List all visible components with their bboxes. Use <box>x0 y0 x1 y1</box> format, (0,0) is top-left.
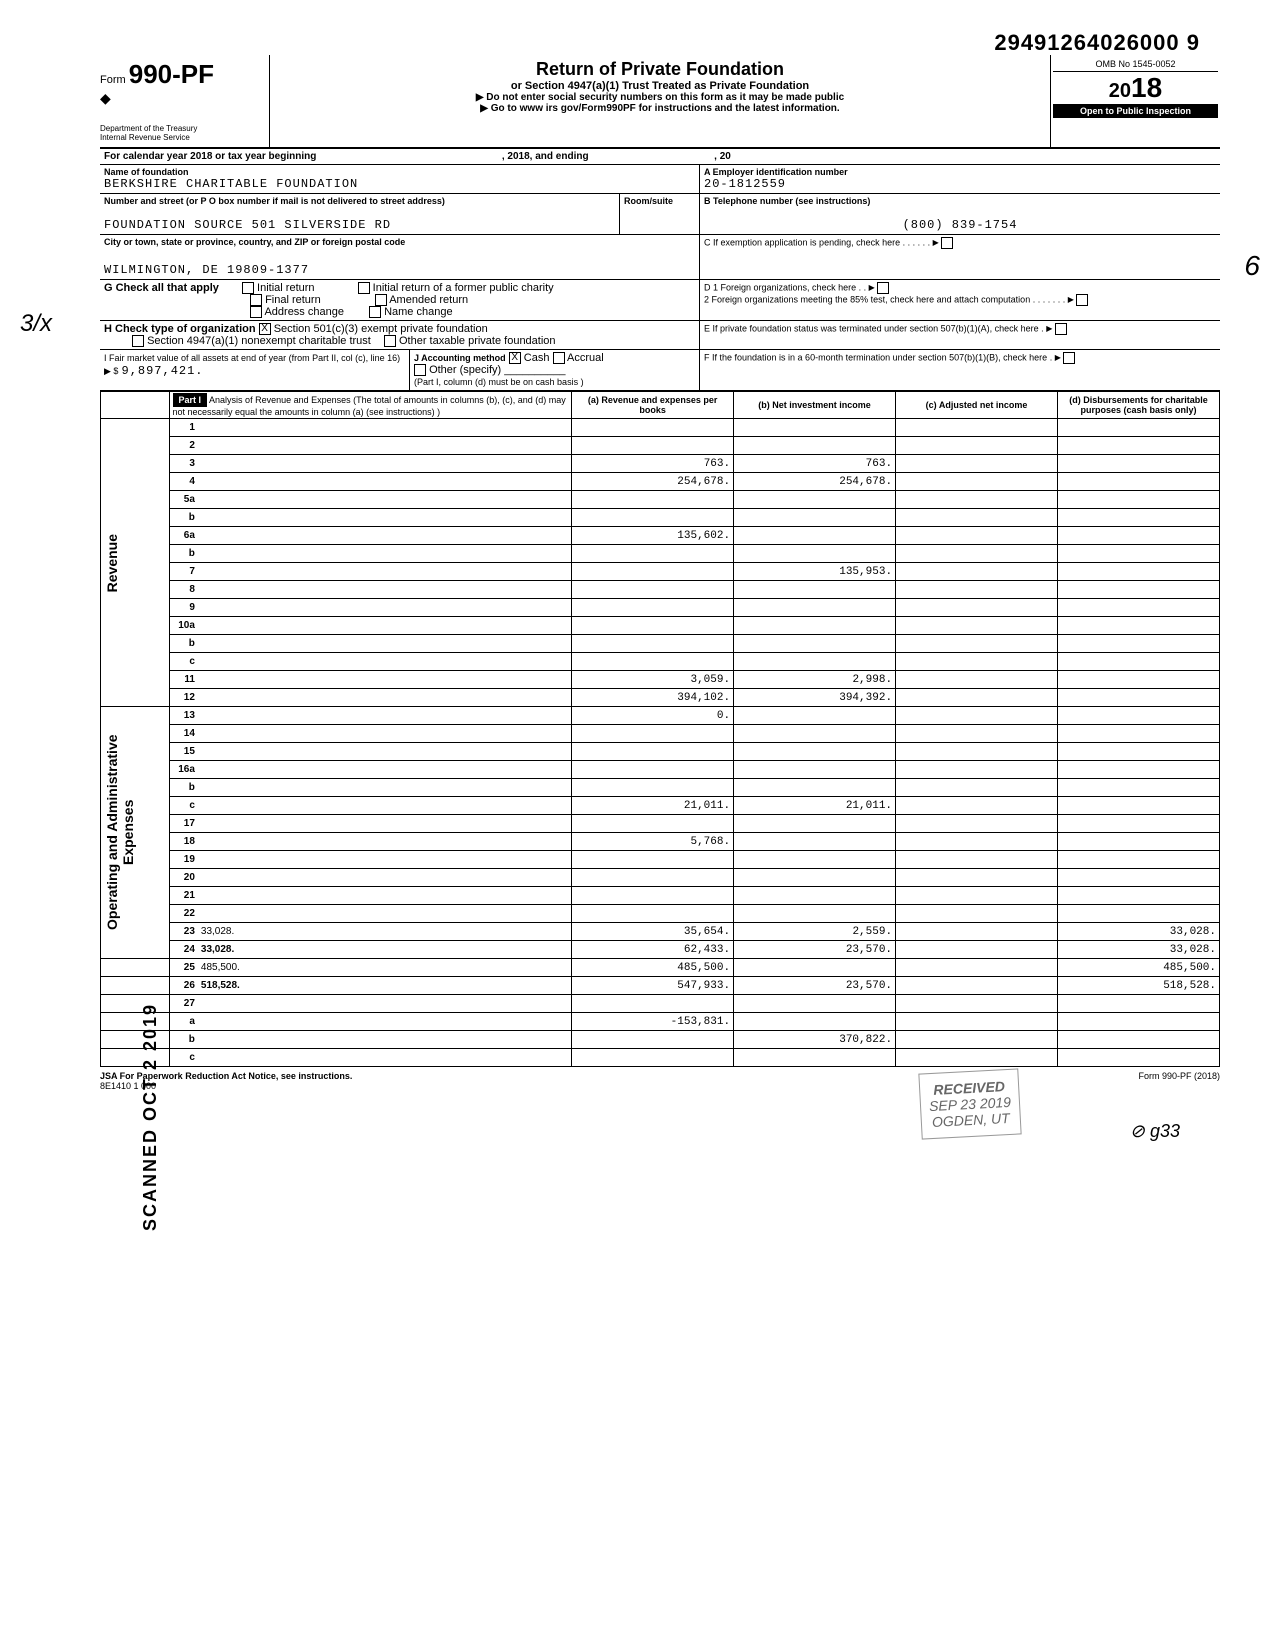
table-row: 22 <box>101 905 1220 923</box>
tax-year: 18 <box>1131 72 1162 103</box>
table-row: 185,768. <box>101 833 1220 851</box>
part1-table: Part I Analysis of Revenue and Expenses … <box>100 391 1220 1067</box>
col-d-header: (d) Disbursements for charitable purpose… <box>1058 392 1220 419</box>
table-row: 14 <box>101 725 1220 743</box>
form-id-block: Form 990-PF ◆ Department of the Treasury… <box>100 55 270 147</box>
table-row: b370,822. <box>101 1031 1220 1049</box>
col-c-header: (c) Adjusted net income <box>896 392 1058 419</box>
page-footer: JSA For Paperwork Reduction Act Notice, … <box>100 1071 1220 1091</box>
table-row: b <box>101 545 1220 563</box>
table-row: b <box>101 509 1220 527</box>
name-label: Name of foundation <box>104 167 695 177</box>
page-mark: ⊘ g33 <box>100 1121 1220 1142</box>
foundation-name: BERKSHIRE CHARITABLE FOUNDATION <box>104 177 695 191</box>
part1-header: Part I <box>173 393 208 407</box>
dln-number: 29491264026000 9 <box>994 30 1200 56</box>
form-title-block: Return of Private Foundation or Section … <box>270 55 1050 147</box>
address-label: Number and street (or P O box number if … <box>104 196 615 206</box>
table-row: 15 <box>101 743 1220 761</box>
phone-value: (800) 839-1754 <box>704 218 1216 232</box>
omb-year-block: OMB No 1545-0052 2018 Open to Public Ins… <box>1050 55 1220 147</box>
table-row: 26518,528.547,933.23,570.518,528. <box>101 977 1220 995</box>
table-row: 6a135,602. <box>101 527 1220 545</box>
ein-label: A Employer identification number <box>704 167 1216 177</box>
table-row: c <box>101 1049 1220 1067</box>
city-value: WILMINGTON, DE 19809-1377 <box>104 263 695 277</box>
margin-handwriting-left: 3/x <box>20 310 52 338</box>
table-row: 16a <box>101 761 1220 779</box>
table-row: Revenue1 <box>101 419 1220 437</box>
table-row: Operating and Administrative Expenses130… <box>101 707 1220 725</box>
city-label: City or town, state or province, country… <box>104 237 695 247</box>
table-row: 8 <box>101 581 1220 599</box>
table-row: 19 <box>101 851 1220 869</box>
table-row: 21 <box>101 887 1220 905</box>
col-b-header: (b) Net investment income <box>734 392 896 419</box>
e-terminated: E If private foundation status was termi… <box>700 321 1220 349</box>
table-row: 10a <box>101 617 1220 635</box>
table-row: 5a <box>101 491 1220 509</box>
table-row: 20 <box>101 869 1220 887</box>
room-label: Room/suite <box>624 196 695 206</box>
ein-value: 20-1812559 <box>704 177 1216 191</box>
phone-label: B Telephone number (see instructions) <box>704 196 1216 206</box>
table-row: c21,011.21,011. <box>101 797 1220 815</box>
i-fmv: I Fair market value of all assets at end… <box>100 350 410 390</box>
col-a-header: (a) Revenue and expenses per books <box>572 392 734 419</box>
street-address: FOUNDATION SOURCE 501 SILVERSIDE RD <box>104 218 615 232</box>
table-row: 2333,028.35,654.2,559.33,028. <box>101 923 1220 941</box>
f-60month: F If the foundation is in a 60-month ter… <box>700 350 1220 390</box>
j-accounting: J Accounting method X Cash Accrual Other… <box>410 350 700 390</box>
table-row: 17 <box>101 815 1220 833</box>
501c3-checkbox[interactable]: X <box>259 323 271 335</box>
calendar-year-label: For calendar year 2018 or tax year begin… <box>100 149 1220 164</box>
d-foreign: D 1 Foreign organizations, check here . … <box>700 280 1220 320</box>
h-check-block: H Check type of organization X Section 5… <box>100 321 700 349</box>
table-row: 7135,953. <box>101 563 1220 581</box>
margin-handwriting-right: 6 <box>1244 250 1260 282</box>
table-row: b <box>101 635 1220 653</box>
table-row: 113,059.2,998. <box>101 671 1220 689</box>
table-row: 9 <box>101 599 1220 617</box>
table-row: 25485,500.485,500.485,500. <box>101 959 1220 977</box>
table-row: 3763.763. <box>101 455 1220 473</box>
table-row: 2 <box>101 437 1220 455</box>
table-row: 27 <box>101 995 1220 1013</box>
received-stamp: RECEIVED SEP 23 2019 OGDEN, UT <box>918 1069 1021 1140</box>
table-row: b <box>101 779 1220 797</box>
cash-checkbox[interactable]: X <box>509 352 521 364</box>
table-row: 12394,102.394,392. <box>101 689 1220 707</box>
table-row: 2433,028.62,433.23,570.33,028. <box>101 941 1220 959</box>
g-check-block: G Check all that apply Initial return In… <box>100 280 700 320</box>
scanned-stamp: SCANNED OCT 2 2019 <box>140 1003 161 1231</box>
table-row: c <box>101 653 1220 671</box>
table-row: 4254,678.254,678. <box>101 473 1220 491</box>
table-row: a-153,831. <box>101 1013 1220 1031</box>
c-exemption: C If exemption application is pending, c… <box>700 235 1220 279</box>
